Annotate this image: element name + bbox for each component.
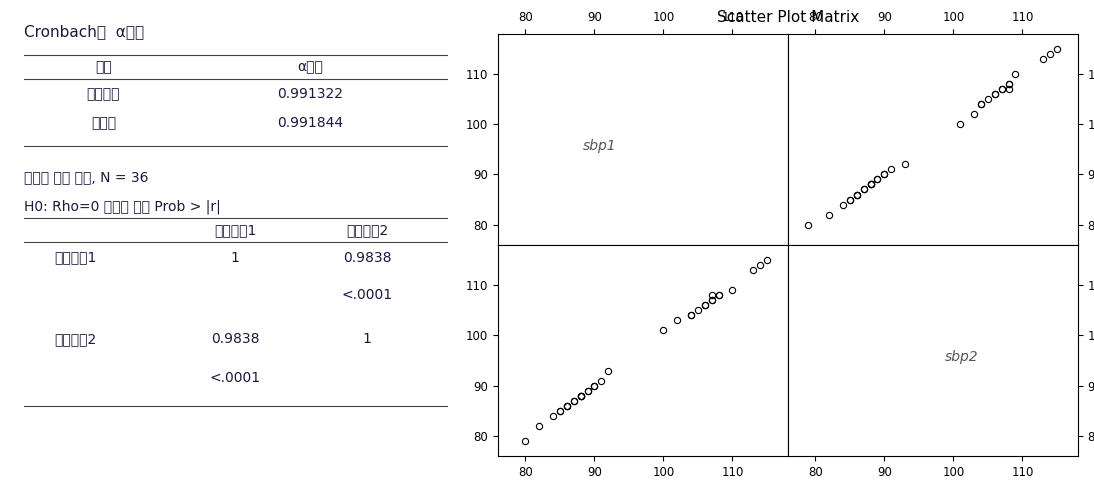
Text: 표준화: 표준화	[91, 116, 116, 130]
Text: <.0001: <.0001	[210, 371, 260, 384]
Text: α계수: α계수	[298, 60, 324, 74]
Text: Scatter Plot Matrix: Scatter Plot Matrix	[717, 10, 859, 25]
Text: 1: 1	[362, 332, 371, 346]
Text: 수축기담2: 수축기담2	[346, 223, 388, 237]
Text: 0.9838: 0.9838	[211, 332, 259, 346]
Text: 수축기담1: 수축기담1	[54, 251, 96, 264]
Text: <.0001: <.0001	[341, 288, 393, 302]
Text: 변수: 변수	[95, 60, 112, 74]
Text: H0: Rho=0 검정에 대한 Prob > |r|: H0: Rho=0 검정에 대한 Prob > |r|	[24, 199, 220, 214]
Text: 원데이터: 원데이터	[86, 87, 120, 101]
Text: 0.991322: 0.991322	[278, 87, 344, 101]
Text: sbp2: sbp2	[945, 350, 978, 364]
Text: 수축기담2: 수축기담2	[54, 332, 96, 346]
Text: 수축기담1: 수축기담1	[214, 223, 256, 237]
Text: 1: 1	[231, 251, 240, 264]
Text: 0.991844: 0.991844	[278, 116, 344, 130]
Text: 피어슨 상관 계수, N = 36: 피어슨 상관 계수, N = 36	[24, 170, 148, 184]
Text: 0.9838: 0.9838	[342, 251, 392, 264]
Text: Cronbach의  α계수: Cronbach의 α계수	[24, 24, 143, 39]
Text: sbp1: sbp1	[582, 139, 616, 153]
